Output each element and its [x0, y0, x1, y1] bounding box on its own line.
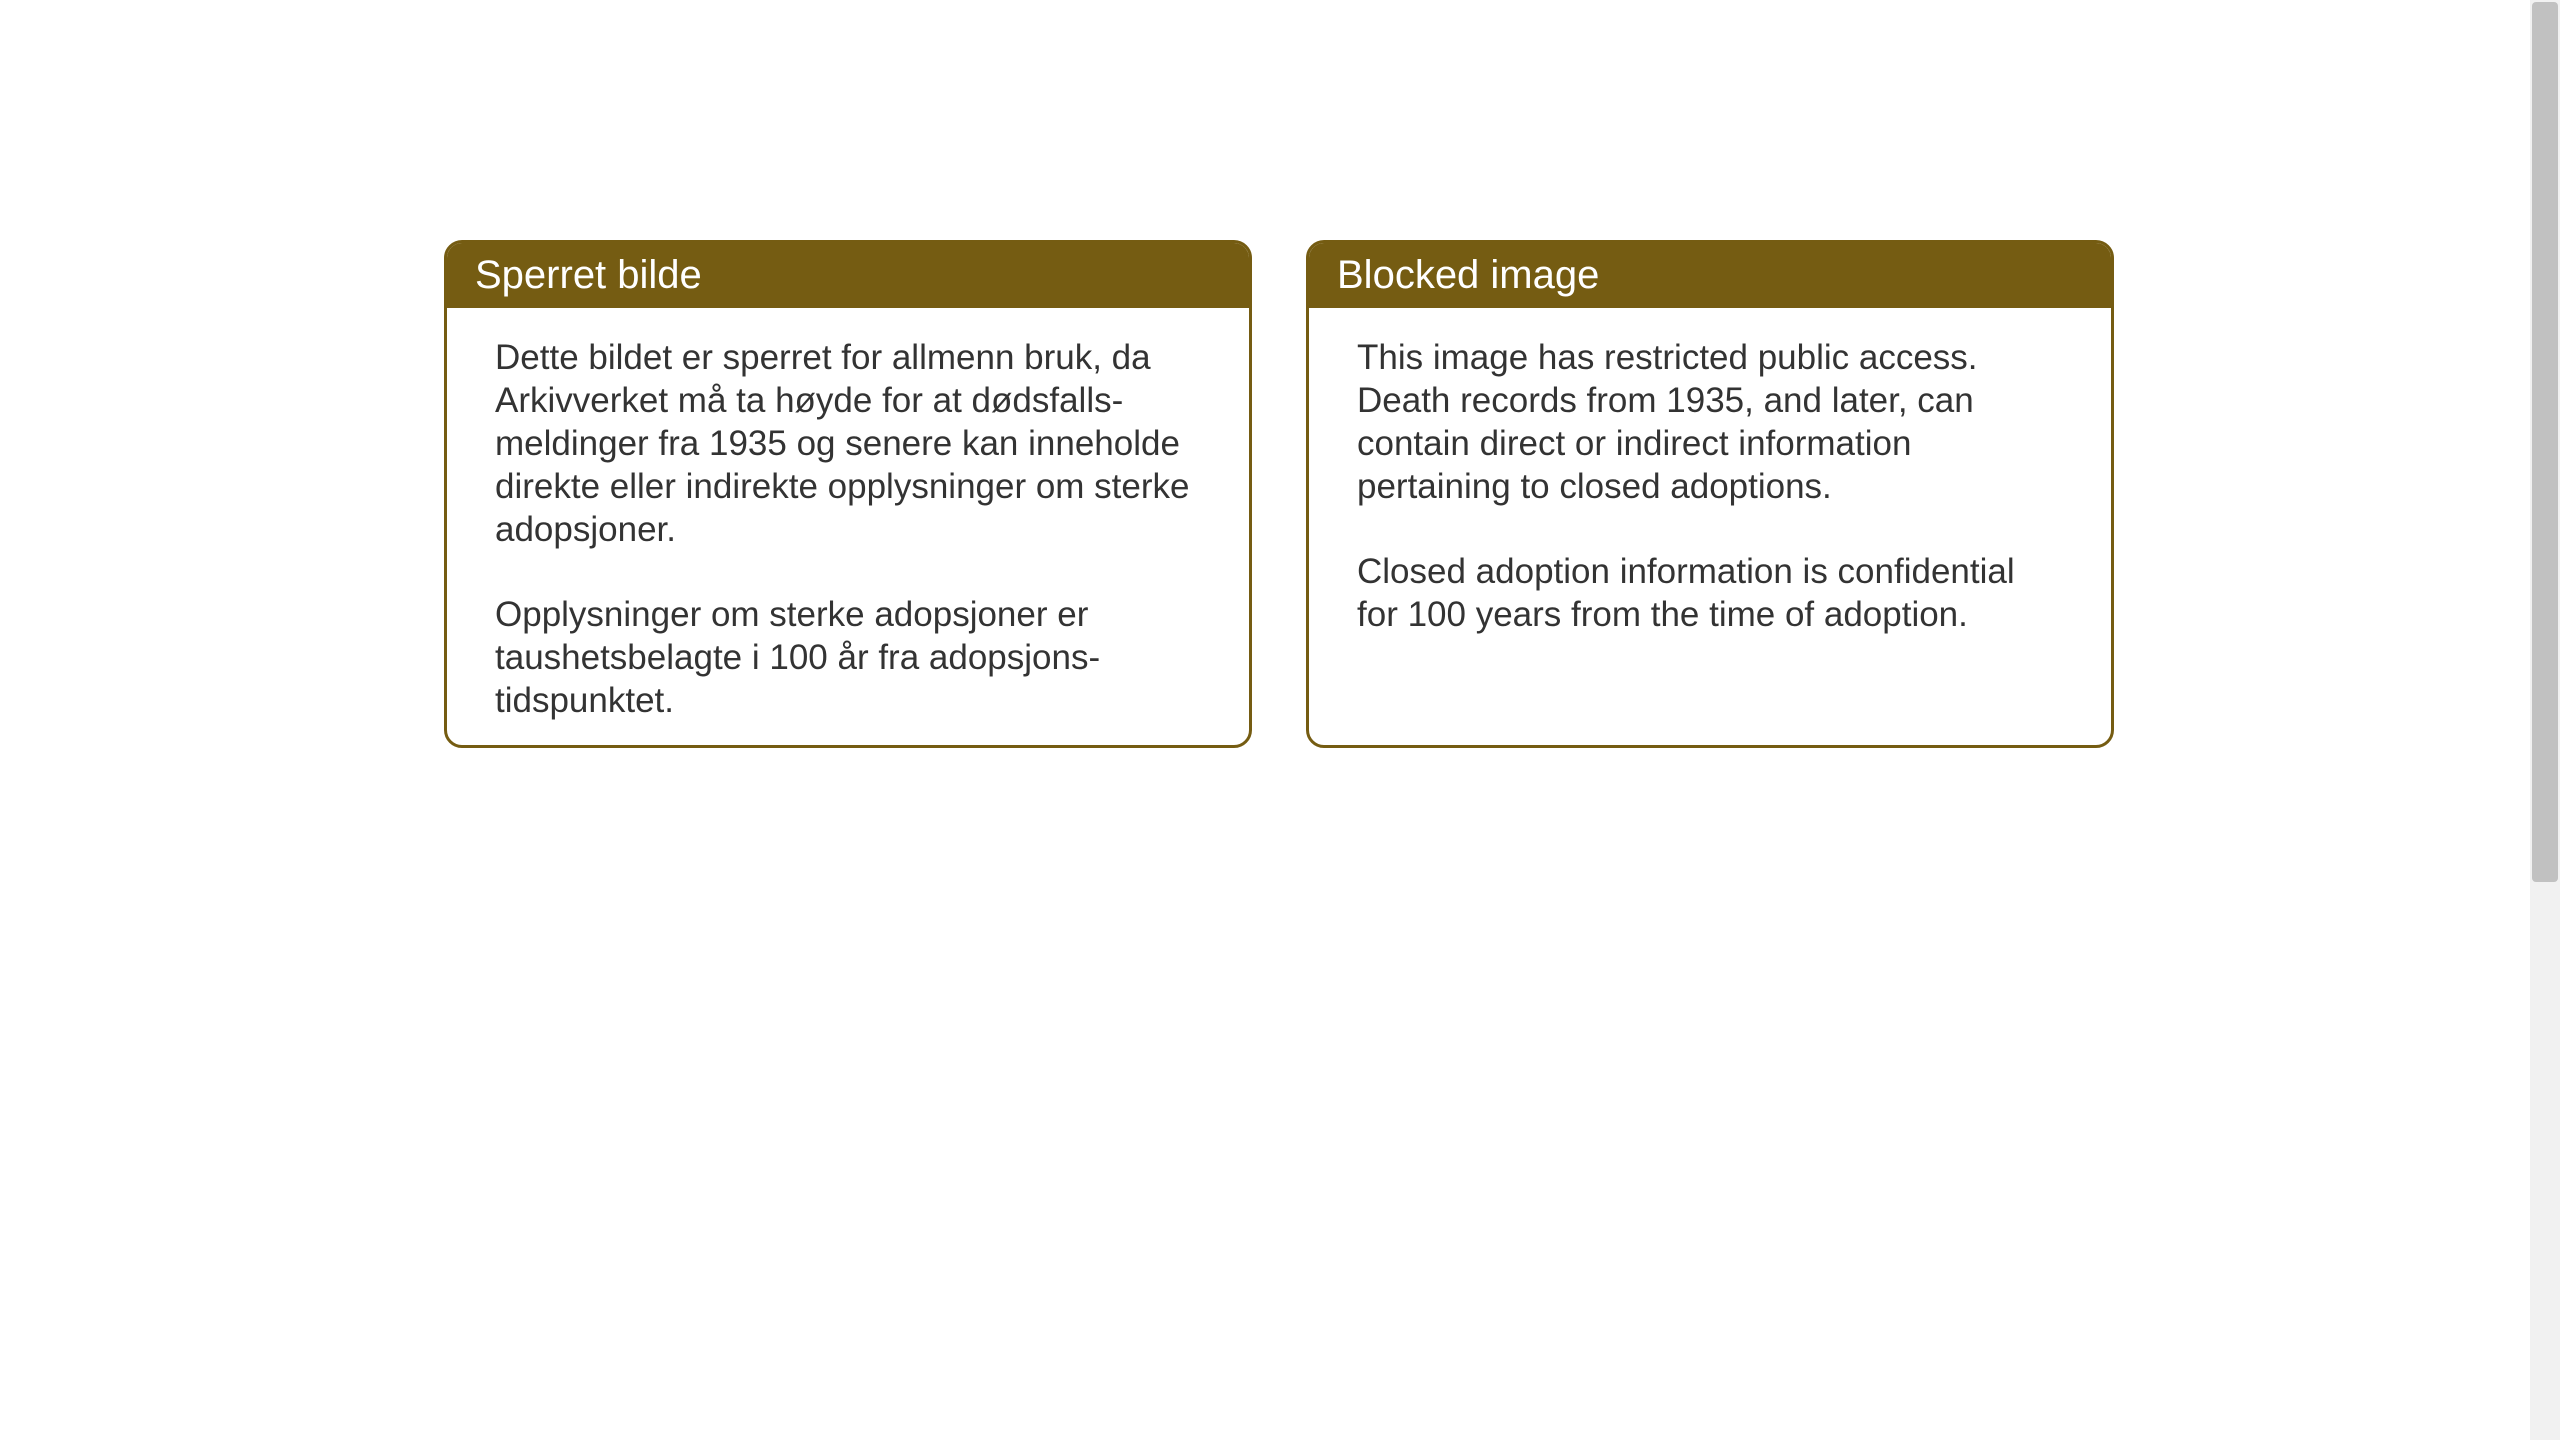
scrollbar-thumb[interactable]: [2532, 2, 2558, 882]
notice-paragraph-1-norwegian: Dette bildet er sperret for allmenn bruk…: [495, 336, 1201, 551]
card-header-norwegian: Sperret bilde: [447, 243, 1249, 308]
notice-cards-container: Sperret bilde Dette bildet er sperret fo…: [444, 240, 2114, 748]
card-title-norwegian: Sperret bilde: [475, 253, 702, 297]
card-body-norwegian: Dette bildet er sperret for allmenn bruk…: [447, 308, 1249, 748]
card-title-english: Blocked image: [1337, 253, 1599, 297]
scrollbar-track[interactable]: [2530, 0, 2560, 1440]
notice-paragraph-2-english: Closed adoption information is confident…: [1357, 550, 2063, 636]
notice-paragraph-2-norwegian: Opplysninger om sterke adopsjoner er tau…: [495, 593, 1201, 722]
card-header-english: Blocked image: [1309, 243, 2111, 308]
card-body-english: This image has restricted public access.…: [1309, 308, 2111, 674]
notice-paragraph-1-english: This image has restricted public access.…: [1357, 336, 2063, 508]
notice-card-norwegian: Sperret bilde Dette bildet er sperret fo…: [444, 240, 1252, 748]
notice-card-english: Blocked image This image has restricted …: [1306, 240, 2114, 748]
